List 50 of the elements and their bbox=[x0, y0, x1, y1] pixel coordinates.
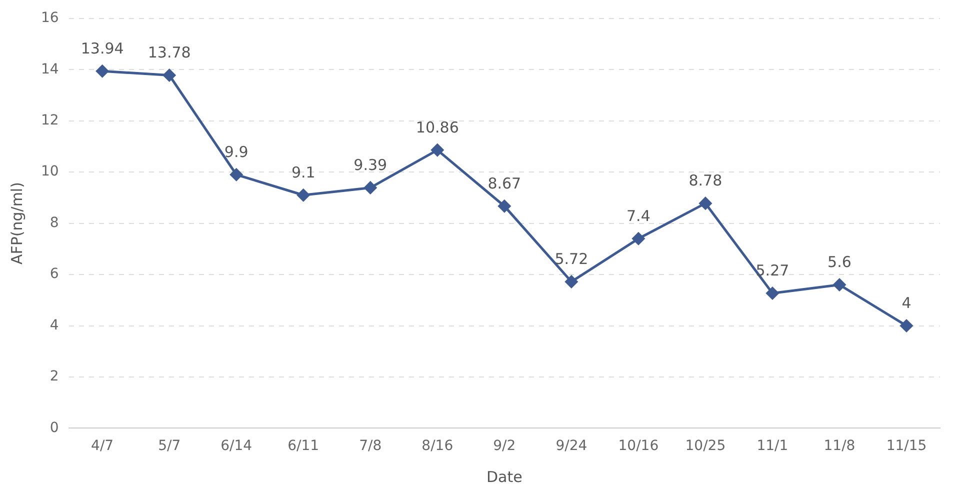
x-tick-label: 9/24 bbox=[556, 438, 588, 454]
data-label: 9.1 bbox=[291, 164, 316, 182]
x-tick-label: 11/8 bbox=[824, 438, 856, 454]
point bbox=[766, 286, 779, 300]
x-tick-label: 4/7 bbox=[91, 438, 114, 454]
y-tick-label: 6 bbox=[50, 266, 59, 282]
point bbox=[163, 69, 176, 82]
y-tick-label: 4 bbox=[50, 317, 59, 334]
x-tick-label: 8/16 bbox=[422, 438, 454, 454]
point bbox=[900, 320, 913, 332]
point bbox=[230, 168, 243, 181]
x-tick-label: 5/7 bbox=[158, 438, 181, 454]
y-tick-label: 2 bbox=[50, 368, 59, 385]
point bbox=[699, 197, 712, 210]
data-label: 13.94 bbox=[80, 40, 124, 58]
point bbox=[96, 64, 109, 78]
y-tick-label: 16 bbox=[40, 10, 59, 26]
y-tick-label: 0 bbox=[50, 420, 59, 436]
x-tick-label: 6/14 bbox=[220, 438, 252, 454]
data-label: 8.78 bbox=[688, 172, 722, 190]
data-label: 7.4 bbox=[626, 207, 650, 226]
point bbox=[498, 200, 511, 212]
data-label: 5.72 bbox=[554, 250, 588, 268]
x-tick-label: 10/25 bbox=[685, 438, 726, 454]
data-label: 9.39 bbox=[354, 156, 388, 174]
x-tick-label: 6/11 bbox=[288, 438, 320, 454]
y-tick-label: 12 bbox=[40, 112, 59, 128]
x-tick-label: 9/2 bbox=[493, 438, 516, 454]
y-tick-label: 10 bbox=[40, 164, 59, 180]
data-label: 13.78 bbox=[148, 44, 191, 62]
data-label: 9.9 bbox=[224, 143, 248, 162]
data-label: 8.67 bbox=[488, 174, 522, 193]
point bbox=[431, 144, 444, 156]
x-tick-label: 11/15 bbox=[886, 438, 927, 454]
x-tick-label: 7/8 bbox=[359, 438, 382, 454]
point bbox=[833, 278, 846, 292]
data-label: 5.6 bbox=[828, 253, 852, 272]
x-tick-label: 11/1 bbox=[756, 438, 788, 454]
data-label: 4 bbox=[902, 294, 912, 312]
point bbox=[297, 188, 310, 202]
x-tick-label: 10/16 bbox=[618, 438, 659, 454]
point bbox=[632, 232, 645, 245]
data-label: 10.86 bbox=[416, 118, 459, 136]
y-axis-title: AFP(ng/ml) bbox=[8, 182, 26, 265]
y-tick-label: 8 bbox=[50, 214, 59, 231]
x-axis-title: Date bbox=[486, 468, 522, 486]
point bbox=[364, 181, 377, 194]
point bbox=[565, 275, 578, 288]
data-label: 5.27 bbox=[756, 262, 790, 280]
y-tick-label: 14 bbox=[40, 61, 59, 78]
